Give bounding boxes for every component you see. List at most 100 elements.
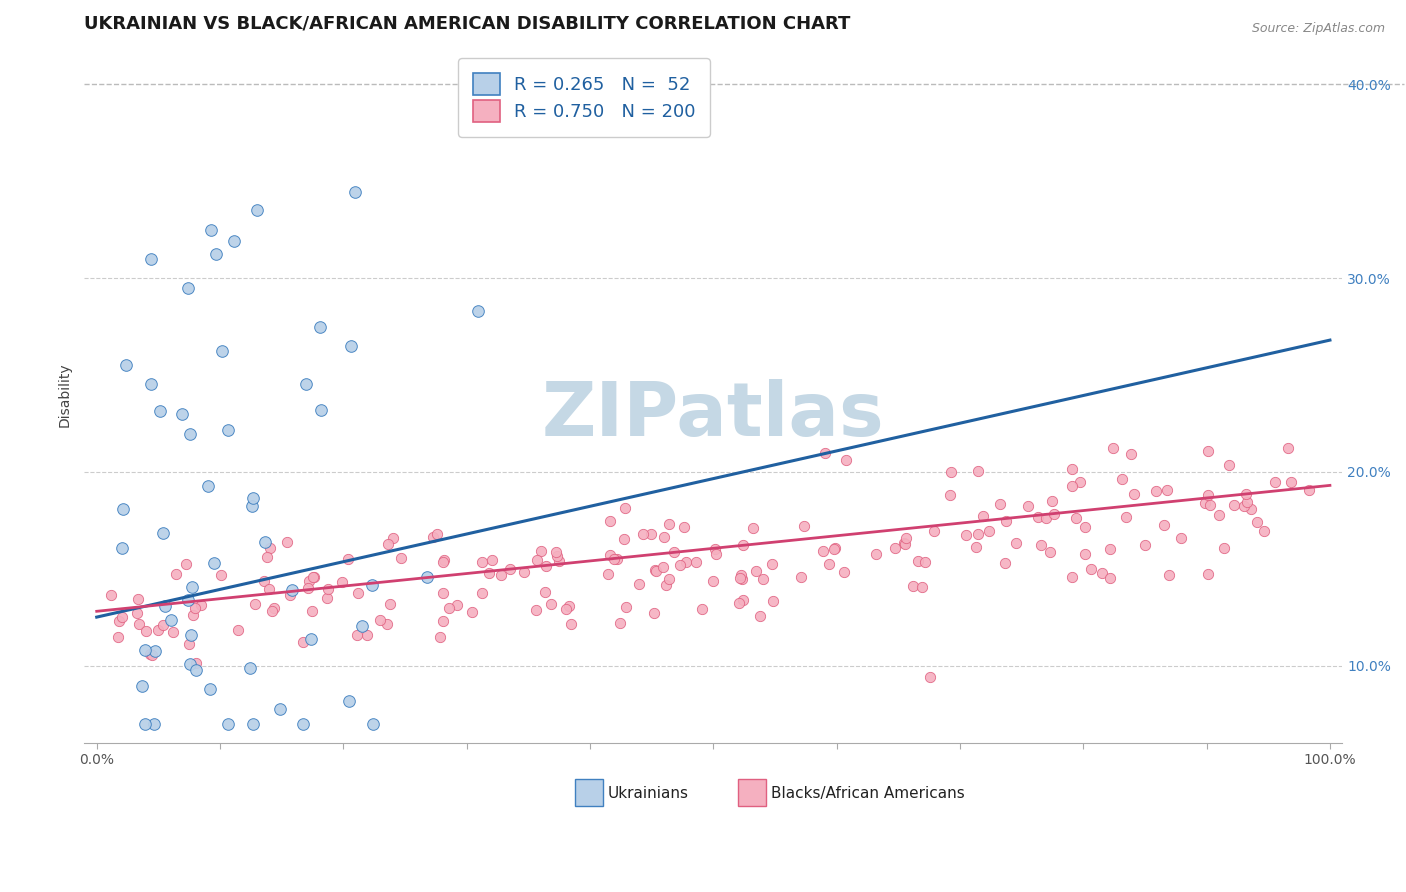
Point [242,716,264,731]
Point [260,604,283,618]
Point [702,574,724,588]
Point [1066,511,1088,525]
Point [309,319,332,334]
Point [967,526,990,541]
Point [177,593,200,607]
Point [432,556,454,570]
Point [180,628,202,642]
Point [733,538,755,552]
Point [924,524,946,538]
Point [1170,531,1192,545]
FancyBboxPatch shape [738,780,766,805]
Point [613,532,636,546]
Point [141,376,163,391]
Point [416,570,439,584]
Point [198,681,221,696]
Point [467,303,489,318]
Point [316,582,339,596]
Point [179,426,201,441]
Point [704,547,727,561]
Point [1253,524,1275,538]
Point [302,570,325,584]
Point [432,586,454,600]
Point [344,185,367,199]
Point [824,541,846,556]
Point [269,701,291,715]
Point [141,648,163,662]
Point [675,555,697,569]
Point [461,605,484,619]
Point [939,488,962,502]
Point [901,579,924,593]
Point [1156,483,1178,497]
Point [1017,500,1039,514]
Point [1098,542,1121,557]
Point [1197,443,1219,458]
Point [112,502,135,516]
Point [599,548,621,562]
Point [955,528,977,542]
Point [127,591,149,606]
Point [347,586,370,600]
Point [1102,441,1125,455]
Point [1153,518,1175,533]
Point [673,520,696,534]
Point [914,555,936,569]
Point [731,592,754,607]
Point [529,544,551,558]
Point [1090,566,1112,580]
Point [1074,520,1097,534]
Point [309,403,332,417]
Point [609,615,631,630]
Point [361,578,384,592]
Point [669,558,692,572]
Point [1197,566,1219,581]
Point [135,624,157,638]
Point [744,565,766,579]
Point [883,541,905,556]
Point [546,549,568,564]
Point [1194,496,1216,510]
Point [209,568,232,582]
Point [339,339,361,353]
Point [246,203,269,218]
Point [481,553,503,567]
Point [139,252,162,266]
Point [1213,541,1236,556]
Point [893,536,915,550]
Point [177,281,200,295]
Point [685,556,707,570]
Point [741,521,763,535]
Point [197,479,219,493]
Y-axis label: Disability: Disability [58,362,72,426]
Point [114,359,136,373]
Point [534,559,557,574]
Point [280,582,302,597]
Point [426,526,449,541]
Point [790,569,813,583]
Point [1264,475,1286,490]
Point [534,585,557,599]
Text: ZIPatlas: ZIPatlas [541,379,884,451]
Point [730,568,752,582]
Point [965,540,987,554]
Point [1233,499,1256,513]
Point [907,554,929,568]
Point [190,598,212,612]
Point [1198,499,1220,513]
Point [134,716,156,731]
Point [429,630,451,644]
Text: Ukrainians: Ukrainians [607,786,689,801]
Point [179,657,201,671]
Point [256,550,278,565]
Point [291,716,314,731]
Point [217,423,239,437]
Point [658,572,681,586]
Point [1069,475,1091,489]
Point [1277,441,1299,455]
Point [703,541,725,556]
Point [548,554,571,568]
Point [690,602,713,616]
Point [1133,538,1156,552]
Point [1074,547,1097,561]
